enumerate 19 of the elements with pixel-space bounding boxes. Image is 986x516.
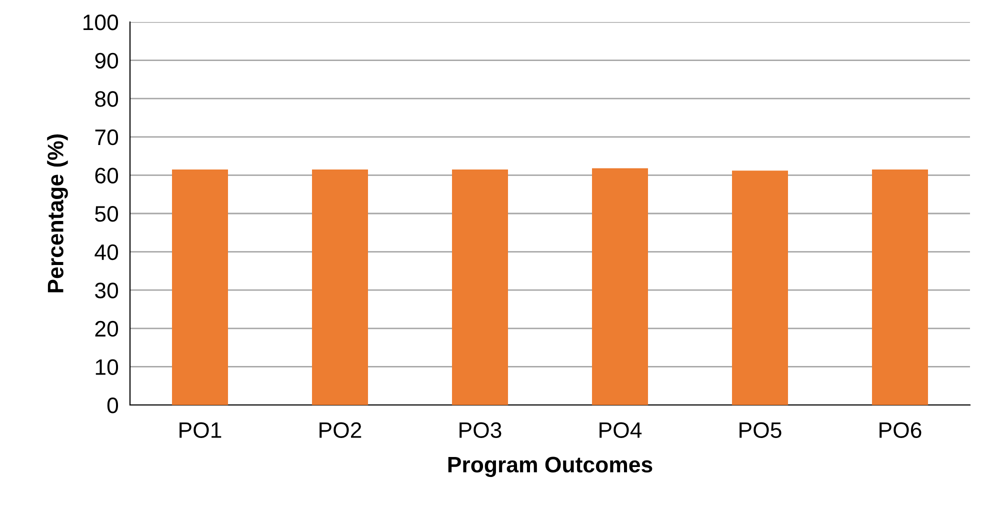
y-tick-label: 100 [84,14,118,30]
y-axis-title: Percentage (%) [47,134,68,292]
y-tick-label: 40 [94,244,118,260]
x-tick-label: PO5 [740,422,782,438]
x-tick-label: PO2 [320,422,362,438]
y-tick-label: 60 [95,168,118,184]
y-tick-label: 20 [95,320,118,337]
x-tick-label: PO1 [180,422,222,438]
y-tick-label: 10 [96,359,118,375]
x-tick-label: PO4 [600,422,642,438]
y-tick-label: 80 [95,91,118,107]
x-axis-title: Program Outcomes [448,456,652,477]
y-tick-label: 0 [107,398,118,414]
x-tick-label: PO3 [460,422,502,438]
y-tick-label: 30 [95,282,118,298]
x-tick-label: PO6 [880,422,922,438]
y-tick-label: 70 [95,129,118,146]
y-tick-label: 90 [95,52,118,69]
y-tick-label: 50 [95,206,118,222]
